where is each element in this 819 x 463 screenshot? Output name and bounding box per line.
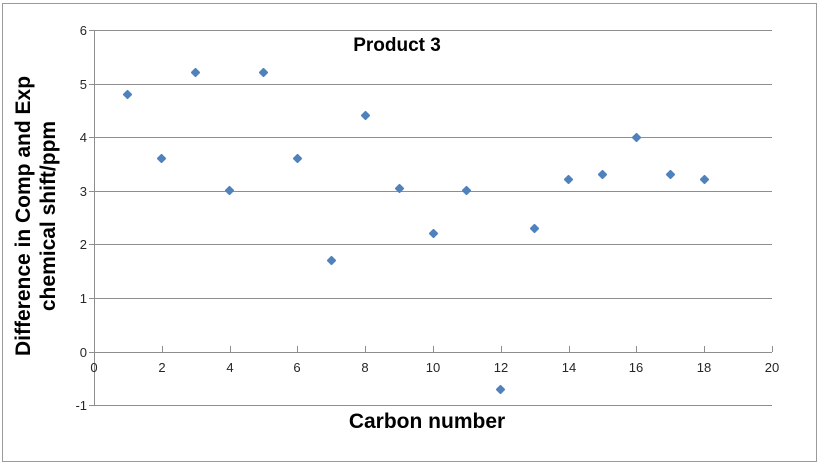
data-point-diamond [258,67,269,78]
gridline-y-4 [94,137,772,138]
x-tick-mark [365,346,366,352]
x-tick-mark [501,346,502,352]
y-axis-line [94,30,95,405]
data-point-diamond [156,153,167,164]
y-tick-mark [89,191,94,192]
x-tick-label: 14 [561,360,577,375]
y-tick-label: 2 [79,237,87,252]
x-tick-label: 4 [226,360,234,375]
y-tick-mark [89,405,94,406]
y-axis-title-line-1: Difference in Comp and Exp [12,75,35,357]
x-tick-label: 6 [293,360,301,375]
x-tick-mark [297,346,298,352]
x-tick-label: 20 [764,360,780,375]
data-point-diamond [292,153,303,164]
y-tick-label: -1 [75,398,87,413]
x-tick-label: 2 [158,360,166,375]
data-point-diamond [563,175,574,185]
data-point-diamond [224,185,235,196]
gridline-y--1 [94,405,772,406]
data-point-diamond [597,169,608,180]
y-tick-label: 1 [79,291,87,306]
gridline-y-0 [94,352,772,353]
chart-frame [2,3,817,462]
x-tick-mark [569,346,570,352]
y-axis-title-line-2: chemical shift/ppm [37,120,60,312]
x-tick-mark [94,346,95,352]
chart-title: Product 3 [353,35,441,56]
y-tick-label: 6 [79,23,87,38]
data-point-diamond [326,255,337,266]
x-tick-mark [636,346,637,352]
data-point-diamond [122,89,133,100]
y-tick-mark [89,244,94,245]
x-tick-mark [230,346,231,352]
y-tick-mark [89,298,94,299]
gridline-y-2 [94,244,772,245]
x-tick-label: 12 [493,360,509,375]
x-tick-mark [162,346,163,352]
data-point-diamond [665,169,676,180]
y-tick-mark [89,84,94,85]
gridline-y-3 [94,191,772,192]
x-tick-label: 18 [696,360,712,375]
gridline-y-5 [94,84,772,85]
y-tick-label: 0 [79,345,87,360]
data-point-diamond [631,132,642,143]
data-point-diamond [428,228,438,239]
x-tick-label: 0 [90,360,98,375]
data-point-diamond [190,67,201,78]
x-tick-label: 10 [425,360,441,375]
x-tick-mark [433,346,434,352]
x-tick-label: 8 [361,360,369,375]
y-tick-label: 5 [79,77,87,92]
x-axis-title: Carbon number [348,410,506,433]
data-point-diamond [495,384,506,394]
gridline-y-1 [94,298,772,299]
x-tick-mark [772,346,773,352]
y-tick-mark [89,352,94,353]
x-tick-label: 16 [628,360,644,375]
y-tick-label: 3 [79,184,87,199]
y-tick-mark [89,30,94,31]
data-point-diamond [529,223,540,234]
gridline-y-6 [94,30,772,31]
data-point-diamond [360,110,371,121]
y-tick-mark [89,137,94,138]
data-point-diamond [461,185,472,196]
y-tick-label: 4 [79,130,87,145]
x-tick-mark [704,346,705,352]
data-point-diamond [699,175,710,185]
y-axis-title: Difference in Comp and Exp chemical shif… [11,76,61,356]
